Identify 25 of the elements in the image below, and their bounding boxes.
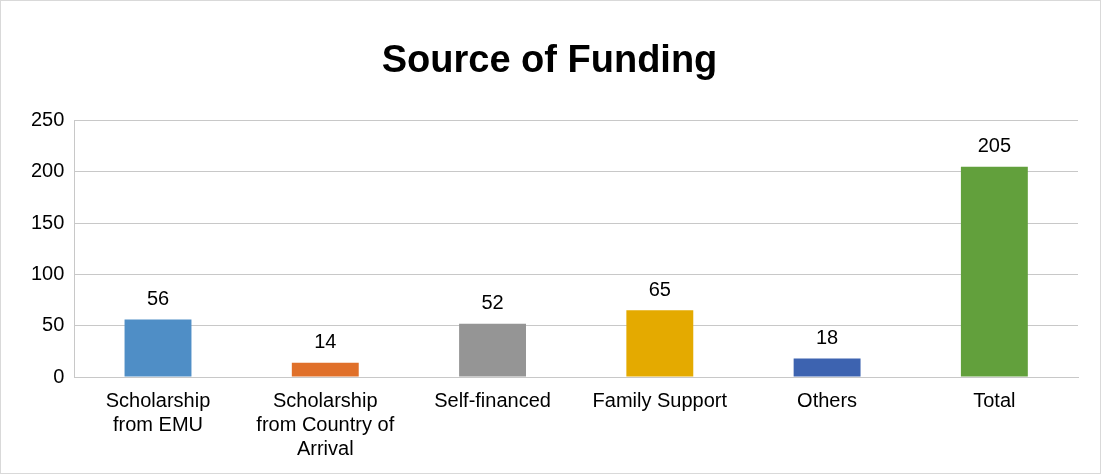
data-label: 65: [648, 277, 671, 300]
x-tick-label: Others: [797, 388, 858, 411]
x-tick-label: Family Support: [592, 388, 728, 411]
y-tick-label: 0: [53, 364, 65, 387]
chart-title: Source of Funding: [381, 38, 718, 81]
data-label: 56: [146, 287, 170, 310]
y-tick-label: 50: [42, 313, 65, 336]
y-tick-label: 150: [30, 210, 65, 233]
data-label: 205: [977, 134, 1012, 157]
data-label: 14: [314, 330, 337, 353]
bar: [291, 362, 359, 377]
x-tick-label: Scholarship from Country of Arrival: [256, 388, 395, 459]
x-tick-label: Scholarship from EMU: [105, 388, 211, 435]
bar: [793, 358, 861, 377]
bar: [124, 319, 192, 377]
data-label: 18: [815, 326, 839, 349]
bar: [960, 166, 1028, 377]
x-tick-label: Self-financed: [434, 388, 551, 411]
x-tick-label: Total: [973, 388, 1016, 411]
bar: [626, 310, 694, 377]
y-tick-label: 100: [30, 261, 65, 284]
bar: [459, 323, 526, 377]
y-tick-label: 200: [30, 159, 65, 182]
data-label: 52: [481, 291, 504, 314]
y-tick-label: 250: [30, 108, 65, 131]
